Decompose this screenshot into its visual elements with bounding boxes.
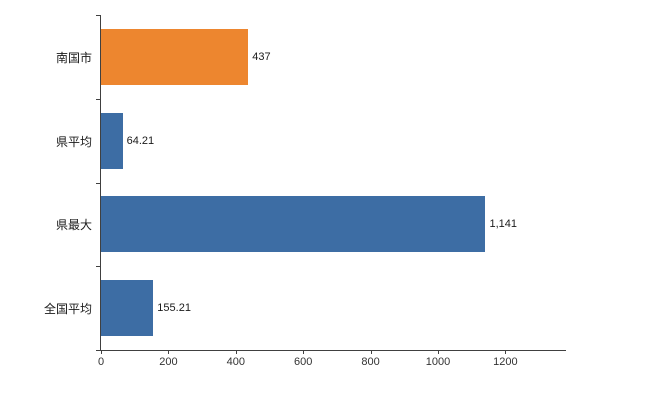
x-axis-tick-label: 600 — [293, 356, 313, 368]
bar-県最大 — [101, 196, 486, 253]
x-axis-tick — [101, 350, 102, 354]
x-axis-tick — [235, 350, 237, 354]
bar-value-label: 155.21 — [157, 302, 191, 315]
x-axis-tick-label: 800 — [361, 356, 380, 368]
category-label: 全国平均 — [43, 302, 92, 317]
x-axis-tick-label: 200 — [159, 356, 178, 368]
x-axis-tick — [168, 350, 170, 354]
bar-県平均 — [101, 112, 123, 169]
x-axis-tick — [505, 350, 507, 354]
bar-value-label: 437 — [252, 50, 271, 63]
bar-value-label: 1,141 — [489, 218, 517, 231]
category-label: 南国市 — [55, 50, 92, 65]
y-axis-tick — [96, 15, 100, 16]
x-axis-tick-label: 400 — [226, 356, 245, 368]
x-axis-tick-label: 1000 — [425, 356, 451, 368]
bar-南国市 — [101, 28, 249, 85]
y-axis-tick — [96, 350, 100, 351]
x-axis-tick — [370, 350, 372, 354]
category-label: 県最大 — [55, 218, 92, 233]
y-axis-tick — [96, 98, 100, 100]
x-axis-tick — [303, 350, 305, 354]
bar-全国平均 — [101, 280, 154, 337]
plot-area: 437 64.21 1,141 155.21 0 200 400 600 800 1000 1200 — [96, 15, 566, 368]
category-label: 県平均 — [55, 134, 92, 149]
bar-value-label: 64.21 — [126, 134, 155, 147]
y-axis-tick — [96, 266, 100, 268]
x-axis-tick-label: 1200 — [493, 356, 518, 368]
y-axis-tick — [96, 182, 100, 184]
x-axis-tick-label: 0 — [97, 356, 105, 368]
x-axis-tick — [437, 350, 439, 354]
